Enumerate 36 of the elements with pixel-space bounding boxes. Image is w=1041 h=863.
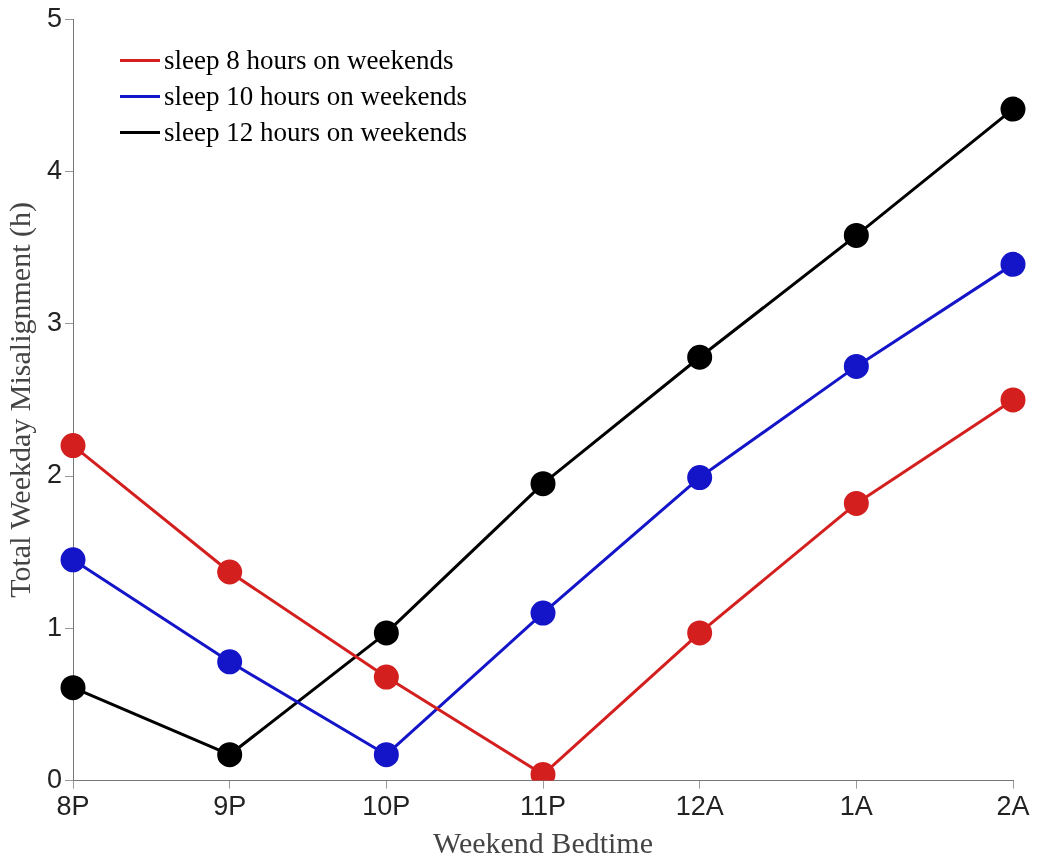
y-tick-label: 2: [46, 459, 63, 490]
legend-label: sleep 8 hours on weekends: [164, 44, 454, 77]
point: [843, 222, 869, 248]
y-tick-label: 5: [46, 2, 63, 33]
legend-label: sleep 12 hours on weekends: [164, 116, 467, 149]
x-tick-label: 9P: [213, 791, 247, 822]
point: [1000, 96, 1026, 122]
point: [373, 664, 399, 690]
point: [687, 344, 713, 370]
point: [373, 620, 399, 646]
point: [687, 620, 713, 646]
legend-label: sleep 10 hours on weekends: [164, 80, 467, 113]
point: [687, 465, 713, 491]
point: [530, 600, 556, 626]
point: [373, 742, 399, 768]
x-tick-label: 12A: [675, 791, 724, 822]
y-tick-label: 4: [46, 154, 63, 185]
x-tick-label: 1A: [839, 791, 873, 822]
point: [1000, 251, 1026, 277]
point: [217, 742, 243, 768]
y-axis-title: Total Weekday Misalignment (h): [2, 202, 37, 598]
point: [217, 649, 243, 675]
y-tick-label: 1: [46, 611, 63, 642]
x-tick-label: 10P: [362, 791, 411, 822]
point: [843, 490, 869, 516]
point: [217, 559, 243, 585]
point: [60, 433, 86, 459]
point: [60, 675, 86, 701]
point: [530, 471, 556, 497]
point: [1000, 387, 1026, 413]
x-tick-label: 11P: [519, 791, 567, 822]
x-tick-label: 2A: [996, 791, 1030, 822]
point: [60, 547, 86, 573]
y-tick-label: 3: [46, 307, 63, 338]
point: [843, 353, 869, 379]
x-axis-title: Weekend Bedtime: [433, 825, 654, 859]
